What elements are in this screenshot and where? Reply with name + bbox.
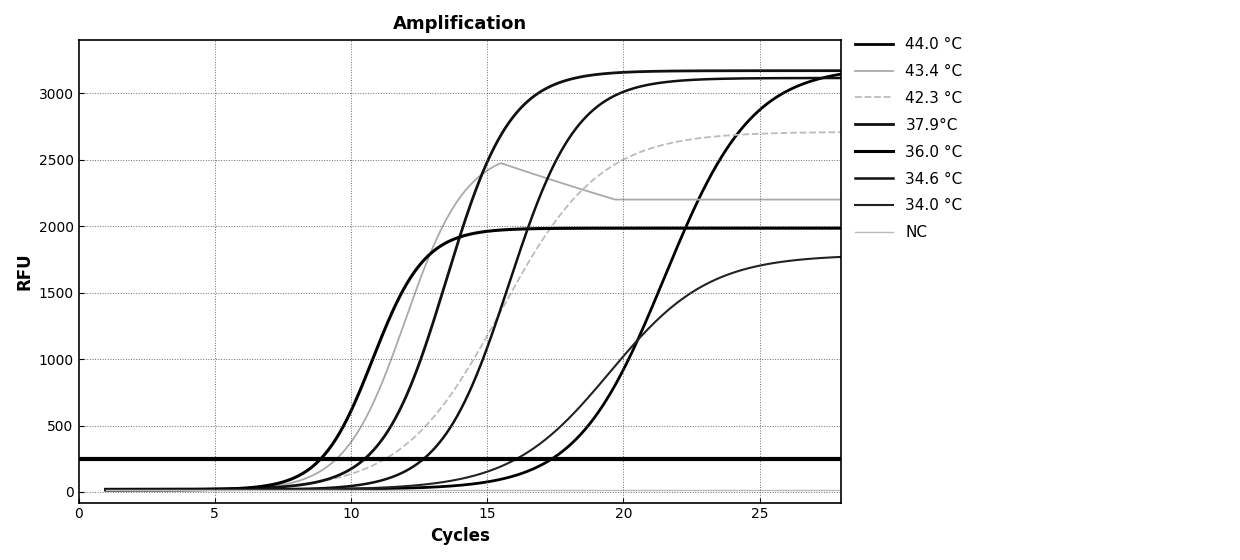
Legend: 44.0 °C, 43.4 °C, 42.3 °C, 37.9°C, 36.0 °C, 34.6 °C, 34.0 °C, NC: 44.0 °C, 43.4 °C, 42.3 °C, 37.9°C, 36.0 …	[849, 31, 968, 246]
X-axis label: Cycles: Cycles	[430, 527, 490, 545]
Title: Amplification: Amplification	[393, 15, 527, 33]
Y-axis label: RFU: RFU	[15, 253, 33, 290]
